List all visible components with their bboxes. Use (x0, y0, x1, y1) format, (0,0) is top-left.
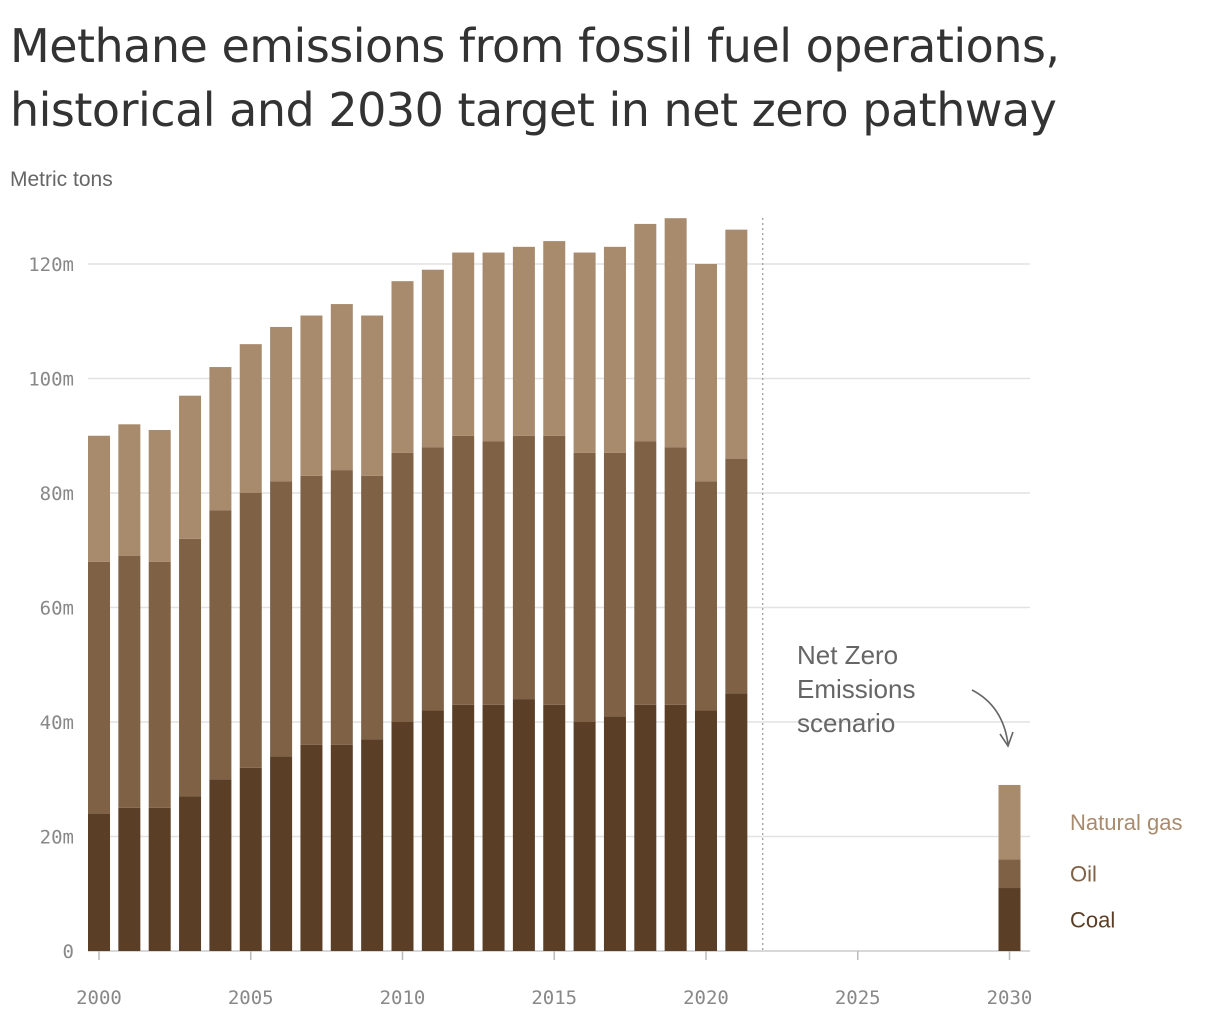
x-tick-label: 2000 (76, 987, 122, 1009)
scenario-annotation: Net Zero Emissions scenario (762, 218, 1014, 951)
bar-coal-2017 (603, 716, 626, 951)
bar-oil-2007 (300, 475, 323, 745)
bar-coal-2014 (512, 699, 535, 951)
y-tick-label: 20m (40, 827, 74, 849)
x-tick-label: 2010 (380, 987, 426, 1009)
bar-natural-gas-2008 (330, 304, 353, 471)
annotation-line: Emissions (797, 674, 915, 704)
bar-coal-2005 (239, 767, 262, 951)
y-axis-unit-label: Metric tons (10, 168, 113, 191)
annotation-line: Net Zero (797, 640, 898, 670)
bar-oil-2021 (725, 458, 748, 694)
bar-oil-2011 (421, 447, 444, 711)
bars (88, 218, 1021, 951)
bar-oil-2003 (179, 538, 202, 797)
bar-oil-2006 (270, 481, 293, 757)
x-axis: 2000 2005 2010 2015 2020 2025 2030 (76, 951, 1032, 1009)
x-tick-label: 2020 (683, 987, 729, 1009)
bar-coal-2012 (452, 704, 475, 951)
bar-oil-2019 (664, 447, 687, 705)
bar-natural-gas-2004 (209, 367, 232, 511)
bar-oil-2014 (512, 435, 535, 700)
bar-coal-2000 (88, 813, 110, 951)
bar-natural-gas-2012 (452, 252, 475, 436)
bar-natural-gas-2017 (603, 246, 626, 453)
bar-natural-gas-2021 (725, 229, 748, 459)
bar-oil-2020 (695, 481, 717, 711)
bar-natural-gas-2006 (270, 326, 293, 482)
bar-coal-2013 (482, 704, 505, 951)
bar-natural-gas-2007 (300, 315, 323, 476)
y-tick-label: 40m (40, 712, 74, 734)
legend-natural-gas: Natural gas (1070, 810, 1183, 835)
bar-oil-2017 (603, 452, 626, 717)
annotation-line: scenario (797, 708, 895, 738)
bar-oil-2012 (452, 435, 475, 705)
bar-coal-2008 (330, 744, 353, 951)
bar-natural-gas-2009 (361, 315, 384, 476)
bar-natural-gas-2003 (179, 395, 202, 539)
bar-coal-2011 (421, 710, 444, 951)
bar-natural-gas-2015 (543, 241, 566, 436)
bar-natural-gas-2019 (664, 218, 687, 448)
y-tick-label: 100m (28, 369, 74, 391)
bar-natural-gas-2030 (998, 784, 1021, 860)
bar-oil-2009 (361, 475, 384, 740)
bar-coal-2001 (118, 807, 141, 951)
x-tick-label: 2030 (987, 987, 1033, 1009)
bar-oil-2016 (573, 452, 596, 722)
y-axis-ticks: 0 20m 40m 60m 80m 100m 120m (28, 254, 74, 963)
y-tick-label: 60m (40, 598, 74, 620)
bar-oil-2001 (118, 555, 141, 808)
annotation-arrow (971, 689, 1009, 745)
bar-coal-2018 (634, 704, 657, 951)
y-tick-label: 80m (40, 483, 74, 505)
x-tick-label: 2015 (531, 987, 577, 1009)
bar-natural-gas-2014 (512, 246, 535, 436)
bar-coal-2021 (725, 693, 748, 951)
bar-oil-2002 (148, 561, 171, 808)
bar-oil-2008 (330, 470, 353, 745)
bar-coal-2015 (543, 704, 566, 951)
bar-coal-2006 (270, 756, 293, 951)
legend-oil: Oil (1070, 862, 1097, 887)
bar-coal-2007 (300, 744, 323, 951)
bar-natural-gas-2013 (482, 252, 505, 442)
bar-coal-2009 (361, 739, 384, 951)
bar-coal-2030 (998, 888, 1021, 951)
bar-natural-gas-2000 (88, 435, 110, 562)
y-tick-label: 0 (63, 941, 74, 963)
legend: Natural gas Oil Coal (1070, 810, 1183, 932)
bar-natural-gas-2020 (695, 264, 717, 482)
x-tick-label: 2005 (228, 987, 274, 1009)
bar-oil-2004 (209, 510, 232, 780)
bar-oil-2018 (634, 441, 657, 705)
legend-coal: Coal (1070, 908, 1115, 933)
bar-coal-2020 (695, 710, 717, 951)
bar-oil-2000 (88, 561, 110, 814)
bar-natural-gas-2005 (239, 344, 262, 493)
bar-coal-2004 (209, 779, 232, 951)
bar-coal-2016 (573, 722, 596, 951)
bar-natural-gas-2011 (421, 269, 444, 448)
bar-oil-2013 (482, 441, 505, 705)
bar-natural-gas-2001 (118, 424, 141, 556)
bar-natural-gas-2010 (391, 281, 414, 453)
bar-oil-2030 (998, 859, 1021, 889)
bar-oil-2010 (391, 452, 414, 722)
bar-coal-2019 (664, 704, 687, 951)
y-tick-label: 120m (28, 254, 74, 276)
bar-natural-gas-2002 (148, 430, 171, 562)
bar-oil-2015 (543, 435, 566, 705)
bar-oil-2005 (239, 493, 262, 768)
bar-coal-2002 (148, 807, 171, 951)
bar-coal-2010 (391, 722, 414, 951)
arrow-head (999, 731, 1014, 748)
bar-natural-gas-2016 (573, 252, 596, 453)
chart-title: Methane emissions from fossil fuel opera… (10, 19, 1060, 137)
bar-natural-gas-2018 (634, 223, 657, 442)
x-tick-label: 2025 (835, 987, 881, 1009)
bar-coal-2003 (179, 796, 202, 951)
